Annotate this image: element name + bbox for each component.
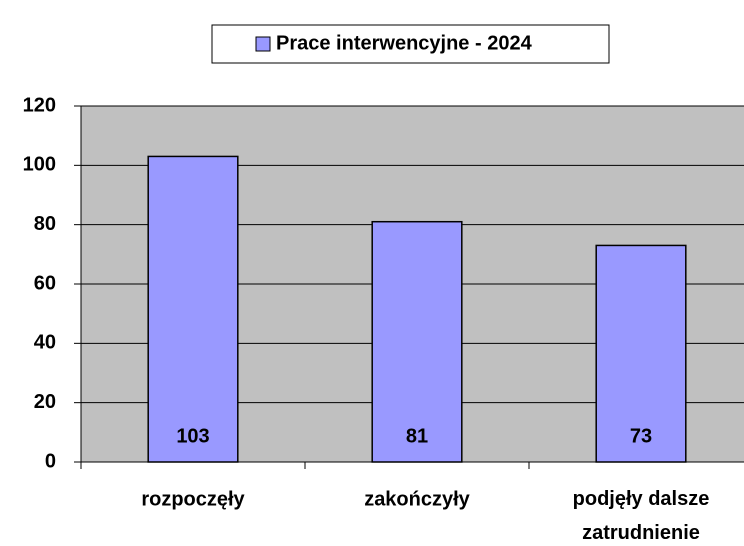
y-tick-label: 20 bbox=[34, 391, 56, 413]
y-tick-label: 60 bbox=[34, 272, 56, 294]
y-tick-label: 120 bbox=[23, 94, 56, 116]
data-label: 81 bbox=[406, 425, 428, 447]
x-tick-label: zakończyły bbox=[364, 488, 470, 510]
x-tick-label: podjęły dalsze zatrudnienie bbox=[573, 488, 710, 544]
bar bbox=[595, 244, 687, 463]
bar bbox=[371, 220, 463, 463]
legend-swatch bbox=[255, 36, 271, 52]
y-tick-label: 40 bbox=[34, 332, 56, 354]
legend-label: Prace interwencyjne - 2024 bbox=[276, 32, 533, 54]
data-label: 103 bbox=[176, 425, 209, 447]
y-tick-label: 0 bbox=[45, 450, 56, 472]
y-tick-label: 80 bbox=[34, 213, 56, 235]
x-tick-label: rozpoczęły bbox=[141, 488, 245, 510]
legend-box bbox=[211, 24, 610, 64]
bar bbox=[147, 155, 239, 463]
y-tick-label: 100 bbox=[23, 154, 56, 176]
data-label: 73 bbox=[630, 425, 652, 447]
